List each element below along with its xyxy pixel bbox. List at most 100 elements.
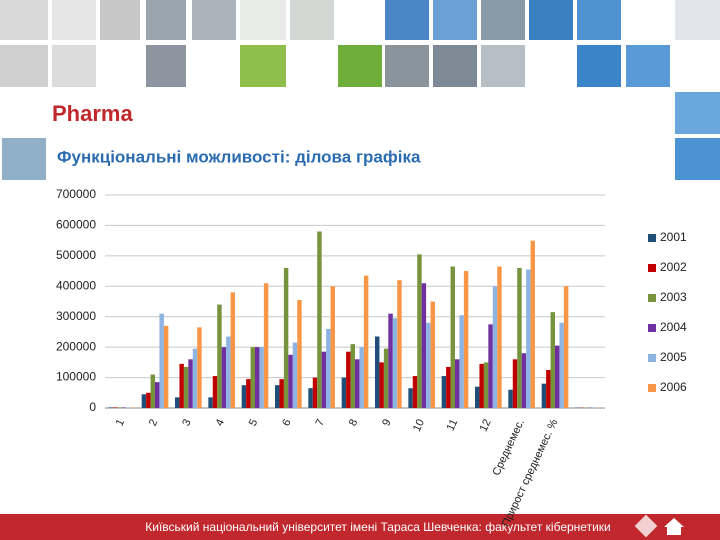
nav-back[interactable]: [634, 514, 658, 538]
bar: [212, 376, 218, 408]
x-tick-label: 2: [147, 417, 160, 428]
bar: [563, 286, 569, 408]
bar: [197, 327, 202, 408]
bar: [455, 359, 460, 408]
bar: [155, 382, 160, 408]
bar: [383, 348, 389, 408]
bar: [408, 388, 413, 408]
bar: [255, 347, 260, 408]
x-tick-label: 8: [347, 417, 360, 428]
bar: [375, 336, 380, 408]
bar: [126, 407, 131, 408]
bar: [546, 369, 551, 408]
y-tick-label: 100000: [56, 370, 96, 384]
bar: [288, 354, 293, 408]
bar: [341, 377, 347, 408]
bar: [475, 386, 480, 408]
legend-swatch: [648, 234, 656, 242]
bar: [450, 266, 455, 408]
bar: [492, 286, 498, 408]
bar: [346, 351, 351, 408]
bar: [421, 283, 427, 408]
bar: [183, 366, 189, 408]
bar: [326, 328, 331, 408]
y-tick-label: 400000: [56, 278, 96, 292]
bar: [188, 359, 193, 408]
x-tick-label: 4: [214, 417, 227, 428]
x-tick-label: 6: [280, 417, 293, 428]
bar: [263, 283, 269, 408]
x-tick-label: 10: [411, 417, 427, 433]
bar: [555, 345, 560, 408]
bar: [526, 269, 531, 408]
bar: [530, 240, 535, 408]
legend-label: 2003: [660, 290, 687, 304]
bar: [150, 374, 155, 408]
legend-label: 2006: [660, 380, 687, 394]
bar: [359, 347, 364, 408]
y-tick-label: 500000: [56, 248, 96, 262]
legend-swatch: [648, 264, 656, 272]
bar: [488, 324, 493, 408]
bar: [312, 377, 318, 408]
bar: [108, 407, 113, 408]
bar: [350, 344, 355, 408]
bar: [121, 407, 127, 408]
bar: [230, 292, 235, 408]
bar: [208, 397, 213, 408]
bar: [159, 313, 164, 408]
bar: [146, 392, 151, 408]
bar: [379, 362, 384, 408]
slide-subtitle: Функціональні можливості: ділова графіка: [57, 147, 421, 166]
bar: [130, 407, 135, 408]
bar: [275, 385, 280, 408]
slide-title: Pharma: [52, 101, 133, 126]
y-tick-label: 600000: [56, 218, 96, 232]
bar: [117, 407, 122, 408]
bar: [479, 363, 484, 408]
bar: [292, 342, 298, 408]
bar: [226, 336, 231, 408]
legend-swatch: [648, 324, 656, 332]
header-images: [0, 0, 720, 180]
bar: [112, 407, 118, 408]
x-tick-label: 3: [180, 417, 193, 428]
bar: [441, 376, 447, 408]
bar: [175, 397, 180, 408]
x-tick-label: 9: [380, 417, 393, 428]
bar: [163, 325, 169, 408]
bar: [297, 299, 302, 408]
bar: [259, 347, 264, 408]
bar: [221, 347, 227, 408]
bar: [512, 359, 518, 408]
bar: [250, 347, 255, 408]
bar: [321, 351, 327, 408]
bar: [397, 280, 402, 408]
bar: [517, 268, 522, 408]
y-tick-label: 300000: [56, 309, 96, 323]
x-tick-label: 1: [114, 417, 127, 428]
bar: [483, 362, 489, 408]
bar: [521, 353, 527, 408]
y-tick-label: 0: [89, 400, 96, 414]
x-tick-label: Среднемес.: [490, 417, 527, 477]
legend-swatch: [648, 294, 656, 302]
bar: [308, 388, 313, 408]
legend-label: 2004: [660, 320, 687, 334]
footer-text: Київський національний університет імені…: [145, 520, 610, 534]
bar: [317, 231, 322, 408]
legend-label: 2001: [660, 230, 687, 244]
bar: [412, 376, 418, 408]
bar: [541, 383, 547, 408]
bar: [192, 348, 198, 408]
bar: [550, 312, 555, 408]
nav-home[interactable]: [664, 518, 684, 535]
bar: [426, 322, 431, 408]
x-tick-label: 7: [314, 417, 327, 428]
bar: [497, 266, 502, 408]
y-tick-label: 200000: [56, 339, 96, 353]
footer-bar: [0, 514, 720, 540]
x-tick-label: 5: [247, 417, 260, 428]
bar: [363, 275, 369, 408]
legend-label: 2005: [660, 350, 687, 364]
